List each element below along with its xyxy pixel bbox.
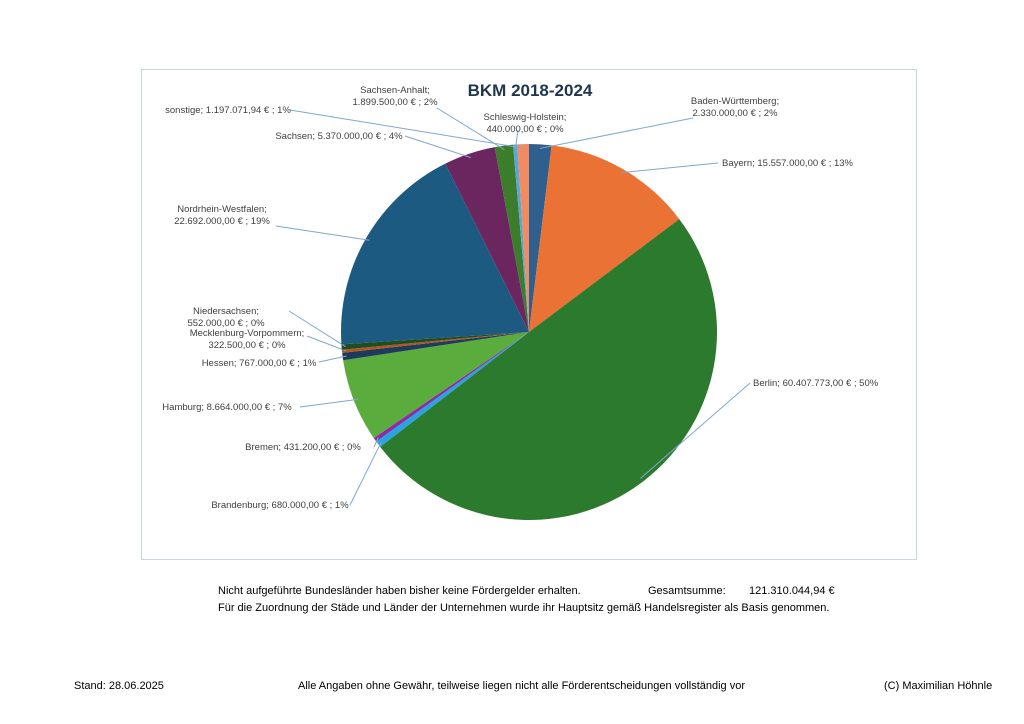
label-name: Schleswig-Holstein; [484, 112, 567, 123]
data-label-1: Bayern; 15.557.000,00 € ; 13% [722, 158, 854, 169]
pie-slice-4 [373, 332, 529, 442]
footer-date: Stand: 28.06.2025 [74, 680, 164, 692]
data-label-6: Hessen; 767.000,00 € ; 1% [202, 358, 317, 369]
data-label-7: Mecklenburg-Vorpommern; 322.500,00 € ; 0% [190, 328, 305, 351]
chart-title: BKM 2018-2024 [468, 81, 593, 100]
leader-line-6 [318, 355, 347, 363]
pie-slice-13 [517, 144, 529, 332]
data-label-5: Hamburg; 8.664.000,00 € ; 7% [162, 402, 292, 413]
pie-slice-3 [376, 332, 529, 447]
leader-line-7 [306, 335, 347, 352]
data-label-0: Baden-Württemberg; 2.330.000,00 € ; 2% [691, 96, 779, 119]
data-label-9: Nordrhein-Westfalen; 22.692.000,00 € ; 19… [174, 204, 270, 227]
leader-line-5 [299, 398, 358, 408]
leader-line-3 [349, 441, 382, 506]
label-value: 1.899.500,00 € ; 2% [352, 97, 438, 108]
label-value: 440.000,00 € ; 0% [486, 124, 564, 135]
leader-line-4 [373, 437, 379, 448]
label-name: Mecklenburg-Vorpommern; [190, 328, 305, 339]
data-label-2: Berlin; 60.407.773,00 € ; 50% [753, 378, 879, 389]
label-value: 2.330.000,00 € ; 2% [692, 108, 778, 119]
leader-line-9 [275, 225, 370, 241]
label-name: Baden-Württemberg; [691, 96, 779, 107]
pie-slice-11 [494, 144, 529, 332]
pie-slice-9 [341, 163, 529, 345]
pie-slice-10 [445, 147, 529, 332]
data-label-10: Sachsen; 5.370.000,00 € ; 4% [275, 131, 403, 142]
data-label-4: Bremen; 431.200,00 € ; 0% [245, 442, 361, 453]
leader-line-12 [515, 129, 519, 149]
note-line2: Für die Zuordnung der Städe und Länder d… [218, 602, 830, 614]
label-name: Niedersachsen; [193, 306, 259, 317]
leader-line-8 [288, 310, 346, 348]
pie-slice-8 [341, 332, 529, 350]
note-line1: Nicht aufgeführte Bundesländer haben bis… [218, 585, 581, 597]
pie-slice-7 [341, 332, 529, 353]
leader-line-10 [404, 135, 471, 158]
pie-slice-2 [380, 219, 717, 520]
footer-disclaimer: Alle Angaben ohne Gewähr, teilweise lieg… [298, 680, 746, 692]
pie-slice-12 [513, 144, 529, 332]
total-value: 121.310.044,94 € [749, 585, 835, 597]
leader-line-0 [539, 117, 694, 149]
pie-slice-0 [529, 144, 552, 332]
data-label-3: Brandenburg; 680.000,00 € ; 1% [211, 500, 349, 511]
total-label: Gesamtsumme: [648, 585, 726, 597]
pie-slice-1 [529, 145, 680, 332]
leader-line-13 [289, 109, 524, 149]
pie-slice-5 [343, 332, 529, 439]
leader-line-2 [640, 382, 751, 479]
label-value: 322.500,00 € ; 0% [208, 340, 286, 351]
label-value: 552.000,00 € ; 0% [187, 318, 265, 329]
pie-slice-6 [342, 332, 529, 361]
label-value: 22.692.000,00 € ; 19% [174, 216, 270, 227]
leader-line-1 [620, 162, 719, 174]
data-label-11: Sachsen-Anhalt; 1.899.500,00 € ; 2% [352, 85, 438, 108]
footer-copyright: (C) Maximilian Höhnle [884, 680, 993, 692]
label-name: Nordrhein-Westfalen; [177, 204, 267, 215]
chart-area [141, 69, 917, 560]
label-name: Sachsen-Anhalt; [360, 85, 430, 96]
data-label-13: sonstige; 1.197.071,94 € ; 1% [165, 105, 291, 116]
data-label-12: Schleswig-Holstein; 440.000,00 € ; 0% [484, 112, 567, 135]
data-label-8: Niedersachsen; 552.000,00 € ; 0% [187, 306, 265, 329]
